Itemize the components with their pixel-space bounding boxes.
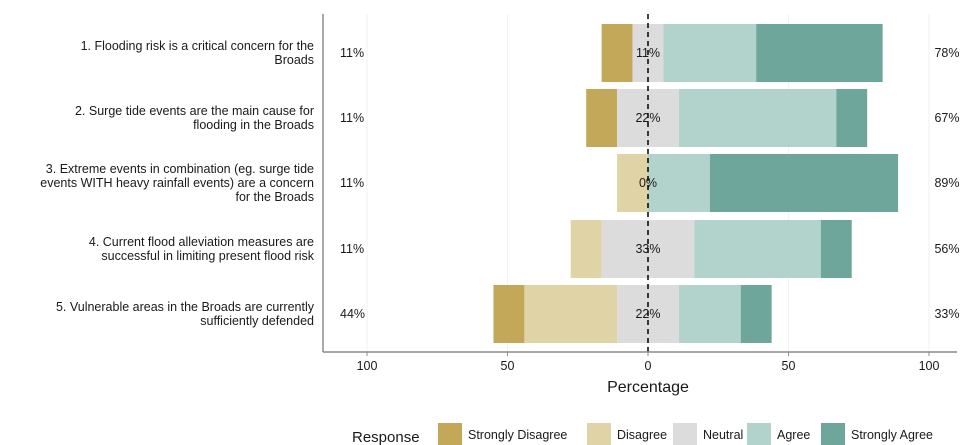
neutral-pct-label-q3: 0% xyxy=(639,176,657,190)
legend-key-neutral xyxy=(673,423,697,445)
category-label-line: 2. Surge tide events are the main cause … xyxy=(75,104,314,118)
legend-label-disagree: Disagree xyxy=(617,428,667,442)
category-label-line: 3. Extreme events in combination (eg. su… xyxy=(46,162,314,176)
bar-strongly-agree-q3 xyxy=(709,154,899,212)
neutral-pct-label-q4: 33% xyxy=(635,242,660,256)
neutral-pct-label-q2: 22% xyxy=(635,111,660,125)
bar-agree-q1 xyxy=(663,24,757,82)
x-tick-label: 100 xyxy=(919,359,940,373)
category-label-q5: 5. Vulnerable areas in the Broads are cu… xyxy=(56,300,315,328)
category-label-line: 5. Vulnerable areas in the Broads are cu… xyxy=(56,300,315,314)
legend-key-agree xyxy=(747,423,771,445)
x-tick-label: 100 xyxy=(357,359,378,373)
bar-strongly-disagree-q1 xyxy=(601,24,633,82)
neutral-pct-label-q1: 11% xyxy=(636,46,660,60)
x-tick-labels: 100 50 0 50 100 xyxy=(357,359,940,373)
category-label-line: 1. Flooding risk is a critical concern f… xyxy=(81,39,314,53)
legend-key-strongly-agree xyxy=(821,423,845,445)
bar-agree-q3 xyxy=(648,154,710,212)
category-labels: 1. Flooding risk is a critical concern f… xyxy=(40,39,314,328)
high-pct-label-q3: 89% xyxy=(934,176,959,190)
category-label-q1: 1. Flooding risk is a critical concern f… xyxy=(81,39,314,67)
low-pct-label-q3: 11% xyxy=(340,176,364,190)
percent-labels: 11% 11% 78% 11% 22% 67% 11% 0% 89% 11% 33% 56% 44% 22… xyxy=(340,46,960,321)
category-label-line: sufficiently defended xyxy=(200,314,314,328)
category-label-line: flooding in the Broads xyxy=(193,118,314,132)
bar-agree-q4 xyxy=(694,220,821,278)
high-pct-label-q4: 56% xyxy=(934,242,959,256)
legend-label-agree: Agree xyxy=(777,428,810,442)
bar-strongly-agree-q1 xyxy=(756,24,883,82)
legend: Response Strongly Disagree Disagree Neutra… xyxy=(352,423,933,445)
bar-strongly-agree-q4 xyxy=(820,220,852,278)
legend-label-neutral: Neutral xyxy=(703,428,743,442)
axes xyxy=(322,14,957,356)
category-label-q4: 4. Current flood alleviation measures ar… xyxy=(89,235,315,263)
bar-disagree-q5 xyxy=(524,285,618,343)
bar-agree-q2 xyxy=(678,89,837,147)
category-label-q3: 3. Extreme events in combination (eg. su… xyxy=(40,162,314,204)
legend-label-strongly-disagree: Strongly Disagree xyxy=(468,428,567,442)
category-label-line: 4. Current flood alleviation measures ar… xyxy=(89,235,314,249)
bar-strongly-agree-q5 xyxy=(740,285,772,343)
high-pct-label-q5: 33% xyxy=(934,307,959,321)
legend-label-strongly-agree: Strongly Agree xyxy=(851,428,933,442)
bar-strongly-disagree-q2 xyxy=(586,89,618,147)
bar-disagree-q3 xyxy=(617,154,648,212)
bar-strongly-agree-q2 xyxy=(836,89,868,147)
x-tick-label: 0 xyxy=(645,359,652,373)
category-label-line: successful in limiting present flood ris… xyxy=(101,249,314,263)
category-label-line: for the Broads xyxy=(235,190,314,204)
low-pct-label-q4: 11% xyxy=(340,242,364,256)
legend-key-disagree xyxy=(587,423,611,445)
legend-title: Response xyxy=(352,429,420,445)
x-axis-label: Percentage xyxy=(607,379,689,396)
high-pct-label-q1: 78% xyxy=(934,46,959,60)
legend-key-strongly-disagree xyxy=(438,423,462,445)
low-pct-label-q2: 11% xyxy=(340,111,364,125)
x-tick-label: 50 xyxy=(501,359,515,373)
bar-disagree-q4 xyxy=(570,220,602,278)
bar-agree-q5 xyxy=(678,285,741,343)
x-tick-label: 50 xyxy=(782,359,796,373)
bar-strongly-disagree-q5 xyxy=(493,285,525,343)
category-label-line: Broads xyxy=(274,53,314,67)
low-pct-label-q1: 11% xyxy=(340,46,364,60)
neutral-pct-label-q5: 22% xyxy=(635,307,660,321)
category-label-q2: 2. Surge tide events are the main cause … xyxy=(75,104,314,132)
high-pct-label-q2: 67% xyxy=(934,111,959,125)
low-pct-label-q5: 44% xyxy=(340,307,365,321)
category-label-line: events WITH heavy rainfall events) are a… xyxy=(40,176,314,190)
